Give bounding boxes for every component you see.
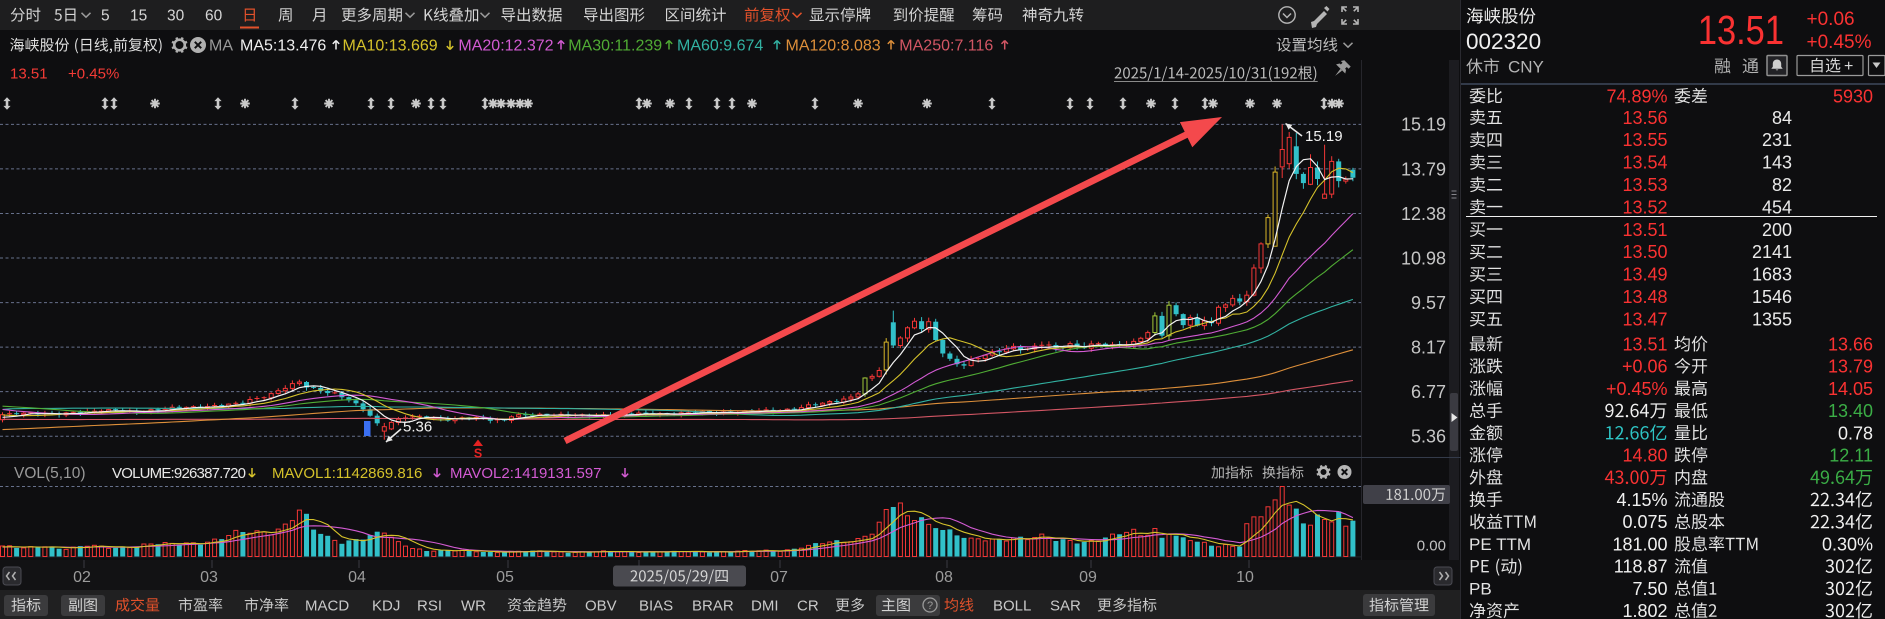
svg-text:4.15%: 4.15% xyxy=(1616,490,1667,510)
svg-text:9.57: 9.57 xyxy=(1411,293,1446,313)
svg-text:+0.45%: +0.45% xyxy=(1606,379,1668,399)
svg-text:1683: 1683 xyxy=(1752,265,1792,285)
svg-text:6.77: 6.77 xyxy=(1411,382,1446,402)
svg-text:1355: 1355 xyxy=(1752,309,1792,329)
svg-text:0.075: 0.075 xyxy=(1622,512,1667,532)
svg-text:13.40: 13.40 xyxy=(1828,401,1873,421)
svg-text:5.36: 5.36 xyxy=(403,418,432,435)
svg-text:03: 03 xyxy=(200,569,218,586)
svg-text:MA30:11.239: MA30:11.239 xyxy=(568,38,662,55)
svg-text:0.30%: 0.30% xyxy=(1822,534,1873,554)
svg-text:1.802: 1.802 xyxy=(1622,601,1667,619)
svg-text:15.19: 15.19 xyxy=(1305,128,1343,145)
svg-text:200: 200 xyxy=(1762,220,1792,240)
svg-text:002320: 002320 xyxy=(1466,29,1541,54)
svg-text:231: 231 xyxy=(1762,130,1792,150)
svg-text:7.50: 7.50 xyxy=(1632,579,1667,599)
svg-text:KDJ: KDJ xyxy=(372,597,400,614)
svg-text:MAVOL2:1419131.597: MAVOL2:1419131.597 xyxy=(450,465,602,482)
svg-text:DMI: DMI xyxy=(751,597,779,614)
svg-text:MA: MA xyxy=(209,38,233,55)
svg-text:10.98: 10.98 xyxy=(1401,248,1446,268)
svg-text:13.51: 13.51 xyxy=(1622,334,1667,354)
svg-text:1546: 1546 xyxy=(1752,287,1792,307)
svg-text:MA250:7.116: MA250:7.116 xyxy=(899,38,993,55)
svg-text:13.55: 13.55 xyxy=(1622,130,1667,150)
svg-text:BOLL: BOLL xyxy=(993,597,1031,614)
svg-text:MA5:13.476: MA5:13.476 xyxy=(240,38,326,55)
svg-text:RSI: RSI xyxy=(417,597,442,614)
svg-text:13.56: 13.56 xyxy=(1622,108,1667,128)
svg-text:08: 08 xyxy=(935,569,953,586)
svg-text:?: ? xyxy=(927,600,933,612)
svg-text:13.79: 13.79 xyxy=(1828,357,1873,377)
svg-text:MACD: MACD xyxy=(305,597,349,614)
svg-text:MA60:9.674: MA60:9.674 xyxy=(677,38,763,55)
svg-text:S: S xyxy=(474,446,482,460)
svg-text:BIAS: BIAS xyxy=(639,597,673,614)
svg-text:+: + xyxy=(1844,58,1853,75)
svg-text:PE TTM: PE TTM xyxy=(1469,535,1531,554)
svg-text:VOL(5,10): VOL(5,10) xyxy=(14,465,86,482)
svg-text:VOLUME:926387.720: VOLUME:926387.720 xyxy=(112,465,246,482)
svg-text:+0.45%: +0.45% xyxy=(1807,32,1872,53)
svg-text:74.89%: 74.89% xyxy=(1606,86,1667,106)
svg-text:MA120:8.083: MA120:8.083 xyxy=(786,38,881,55)
svg-text:MA20:12.372: MA20:12.372 xyxy=(458,38,553,55)
svg-text:13.52: 13.52 xyxy=(1622,197,1667,217)
svg-text:60: 60 xyxy=(205,8,223,25)
svg-text:BRAR: BRAR xyxy=(692,597,734,614)
svg-text:PB: PB xyxy=(1469,580,1492,599)
svg-text:118.87: 118.87 xyxy=(1614,557,1668,577)
svg-text:14.05: 14.05 xyxy=(1828,379,1873,399)
svg-text:13.66: 13.66 xyxy=(1828,334,1873,354)
svg-text:05: 05 xyxy=(496,569,514,586)
svg-text:13.49: 13.49 xyxy=(1622,265,1667,285)
svg-text:MA10:13.669: MA10:13.669 xyxy=(343,38,438,55)
svg-text:5930: 5930 xyxy=(1833,86,1873,106)
svg-text:+0.06: +0.06 xyxy=(1622,357,1668,377)
svg-text:454: 454 xyxy=(1762,197,1792,217)
svg-text:13.54: 13.54 xyxy=(1622,153,1667,173)
svg-text:+0.06: +0.06 xyxy=(1807,9,1855,30)
svg-text:02: 02 xyxy=(73,569,91,586)
svg-text:0.78: 0.78 xyxy=(1838,423,1873,443)
svg-text:09: 09 xyxy=(1079,569,1097,586)
svg-text:15: 15 xyxy=(130,8,147,25)
svg-text:2141: 2141 xyxy=(1752,242,1792,262)
svg-text:+0.45%: +0.45% xyxy=(68,65,119,82)
svg-text:143: 143 xyxy=(1762,153,1792,173)
svg-text:82: 82 xyxy=(1772,175,1792,195)
svg-text:WR: WR xyxy=(461,597,486,614)
svg-text:0.00: 0.00 xyxy=(1417,537,1446,554)
svg-text:13.51: 13.51 xyxy=(10,65,48,82)
svg-text:13.47: 13.47 xyxy=(1622,309,1667,329)
svg-text:5.36: 5.36 xyxy=(1411,427,1446,447)
svg-text:SAR: SAR xyxy=(1050,597,1081,614)
svg-text:13.53: 13.53 xyxy=(1622,175,1667,195)
svg-text:MAVOL1:1142869.816: MAVOL1:1142869.816 xyxy=(272,465,422,482)
svg-text:12.11: 12.11 xyxy=(1829,446,1873,466)
svg-text:15.19: 15.19 xyxy=(1401,115,1446,135)
svg-text:8.17: 8.17 xyxy=(1411,337,1446,357)
svg-text:13.48: 13.48 xyxy=(1622,287,1667,307)
svg-text:13.79: 13.79 xyxy=(1401,159,1446,179)
svg-text:CNY: CNY xyxy=(1508,58,1544,77)
svg-text:84: 84 xyxy=(1772,108,1792,128)
svg-text:5: 5 xyxy=(101,8,110,25)
svg-text:14.80: 14.80 xyxy=(1622,446,1667,466)
svg-text:12.38: 12.38 xyxy=(1401,204,1446,224)
svg-text:13.50: 13.50 xyxy=(1622,242,1667,262)
svg-text:13.51: 13.51 xyxy=(1698,8,1784,53)
svg-text:CR: CR xyxy=(797,597,819,614)
svg-text:07: 07 xyxy=(770,569,788,586)
svg-text:04: 04 xyxy=(348,569,366,586)
svg-text:OBV: OBV xyxy=(585,597,617,614)
svg-text:13.51: 13.51 xyxy=(1622,220,1667,240)
svg-text:10: 10 xyxy=(1236,569,1254,586)
svg-text:30: 30 xyxy=(167,8,185,25)
svg-text:181.00: 181.00 xyxy=(1612,534,1667,554)
